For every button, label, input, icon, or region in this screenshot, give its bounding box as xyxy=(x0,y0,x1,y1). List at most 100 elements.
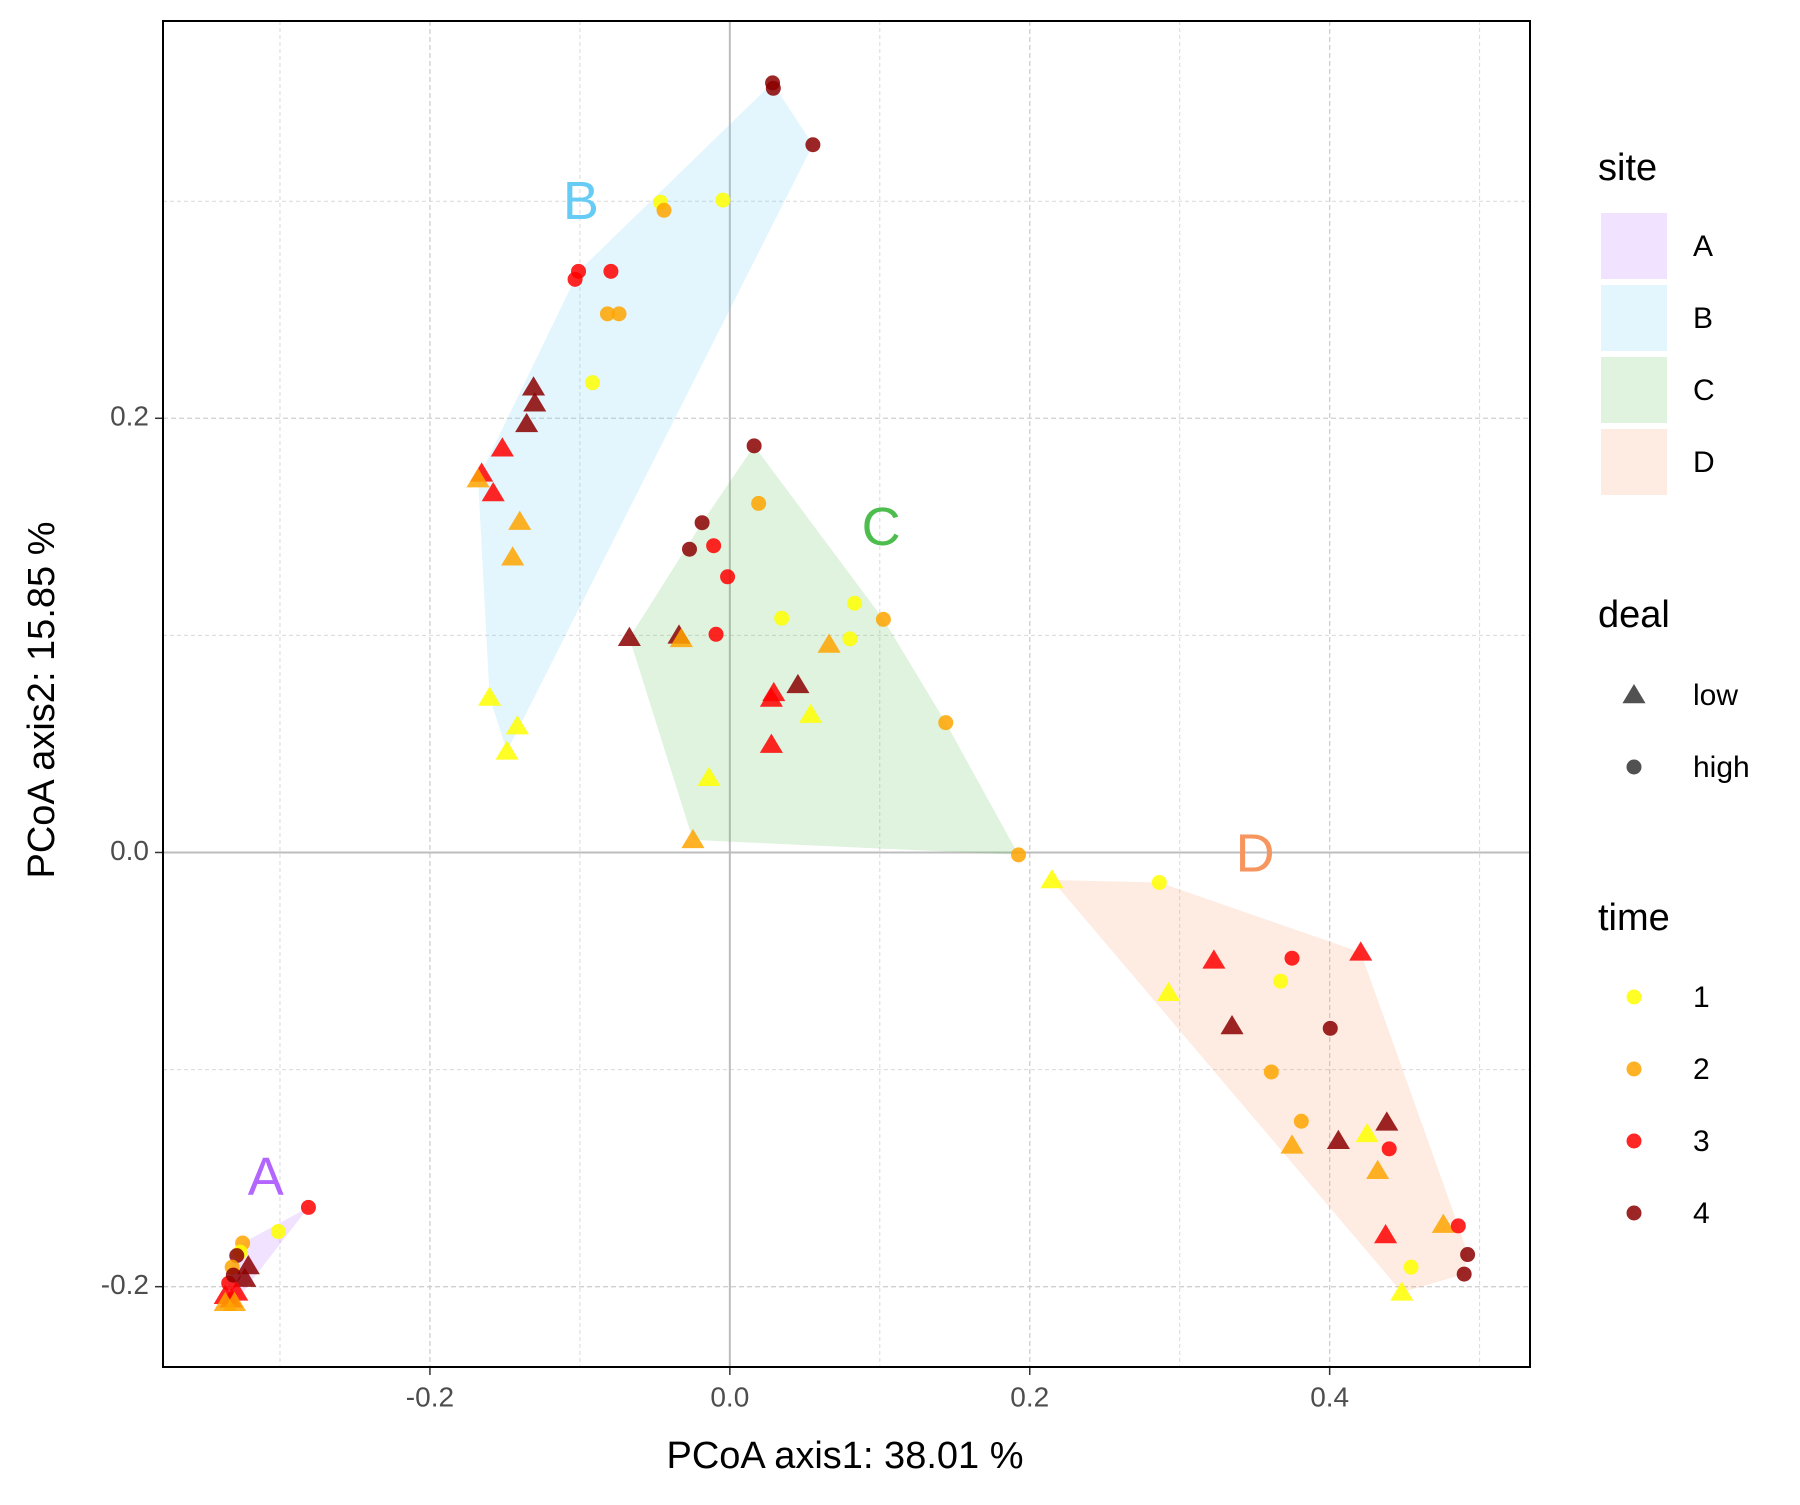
point xyxy=(481,481,505,502)
point xyxy=(490,437,514,457)
point xyxy=(1374,1224,1398,1244)
point xyxy=(669,627,693,648)
point xyxy=(466,468,490,488)
point xyxy=(656,202,672,218)
legend-key xyxy=(1622,684,1646,704)
point xyxy=(847,595,863,611)
point xyxy=(523,392,547,412)
y-axis-title: PCoA axis2: 15.85 % xyxy=(21,522,63,879)
legend-label: 2 xyxy=(1693,1053,1710,1086)
y-tick-label: -0.2 xyxy=(101,1269,149,1300)
legend-key xyxy=(1626,1061,1642,1077)
point xyxy=(1450,1218,1466,1234)
site-hull xyxy=(1051,880,1468,1293)
legend-label: C xyxy=(1693,374,1715,407)
plot-border xyxy=(162,20,1531,1368)
point xyxy=(567,271,583,287)
point xyxy=(478,686,502,706)
y-tick-label: 0.2 xyxy=(110,401,149,432)
point xyxy=(805,137,821,153)
point xyxy=(501,546,525,566)
point xyxy=(225,1267,241,1283)
point xyxy=(875,611,891,627)
x-tick-label: 0.0 xyxy=(710,1381,749,1412)
point xyxy=(611,306,627,322)
point xyxy=(505,715,529,735)
point xyxy=(759,687,783,707)
point xyxy=(720,569,736,585)
legend-key xyxy=(1601,357,1667,423)
legend-key xyxy=(1626,989,1642,1005)
legend-label: B xyxy=(1693,302,1713,335)
point xyxy=(774,610,790,626)
point xyxy=(817,633,841,653)
point xyxy=(681,541,697,557)
legend-label: 3 xyxy=(1693,1125,1710,1158)
point xyxy=(786,673,810,694)
point xyxy=(617,626,641,647)
point xyxy=(515,412,539,433)
point xyxy=(1220,1014,1244,1035)
points xyxy=(213,75,1476,1311)
site-label: B xyxy=(563,171,599,231)
point xyxy=(1355,1122,1379,1143)
legend-label: low xyxy=(1693,679,1738,712)
site-label: A xyxy=(248,1147,284,1207)
legend-key xyxy=(1601,213,1667,279)
point xyxy=(233,1267,257,1287)
point xyxy=(1284,950,1300,966)
point xyxy=(1375,1111,1399,1131)
point xyxy=(1326,1129,1350,1150)
point xyxy=(751,495,767,511)
x-tick-label: 0.4 xyxy=(1310,1381,1349,1412)
legend-label: 1 xyxy=(1693,981,1710,1014)
point xyxy=(706,538,722,554)
point xyxy=(938,715,954,731)
point xyxy=(1403,1259,1419,1275)
x-tick-label: -0.2 xyxy=(406,1381,454,1412)
point xyxy=(229,1248,245,1264)
legend-title: deal xyxy=(1598,594,1670,636)
site-hull xyxy=(478,82,813,752)
point xyxy=(1431,1213,1455,1233)
point xyxy=(715,192,731,208)
point xyxy=(1381,1141,1397,1157)
point xyxy=(1040,869,1064,889)
site-label: C xyxy=(862,497,901,557)
point xyxy=(1273,973,1289,989)
point xyxy=(759,733,783,753)
point xyxy=(270,1224,286,1240)
point xyxy=(584,375,600,391)
point xyxy=(799,703,823,723)
point xyxy=(697,766,721,787)
point xyxy=(599,306,615,322)
point xyxy=(300,1199,316,1215)
point xyxy=(1010,847,1026,863)
point xyxy=(694,515,710,531)
legend-label: D xyxy=(1693,446,1715,479)
point xyxy=(1293,1113,1309,1129)
site-label: D xyxy=(1236,823,1275,883)
point xyxy=(1202,949,1226,969)
point xyxy=(495,740,519,760)
point xyxy=(1349,941,1373,961)
y-tick-label: 0.0 xyxy=(110,835,149,866)
point xyxy=(508,510,532,530)
point xyxy=(1390,1281,1414,1301)
point xyxy=(1280,1134,1304,1154)
point xyxy=(1263,1064,1279,1080)
x-axis-title: PCoA axis1: 38.01 % xyxy=(667,1435,1024,1477)
point xyxy=(1366,1159,1390,1179)
legend-title: site xyxy=(1598,147,1657,189)
point xyxy=(603,263,619,279)
legend-key xyxy=(1626,1205,1642,1221)
point xyxy=(681,828,705,849)
legend-key xyxy=(1601,285,1667,351)
point xyxy=(1456,1266,1472,1282)
point xyxy=(222,1291,247,1311)
point xyxy=(708,626,724,642)
point xyxy=(1157,981,1181,1001)
point xyxy=(1460,1247,1476,1263)
